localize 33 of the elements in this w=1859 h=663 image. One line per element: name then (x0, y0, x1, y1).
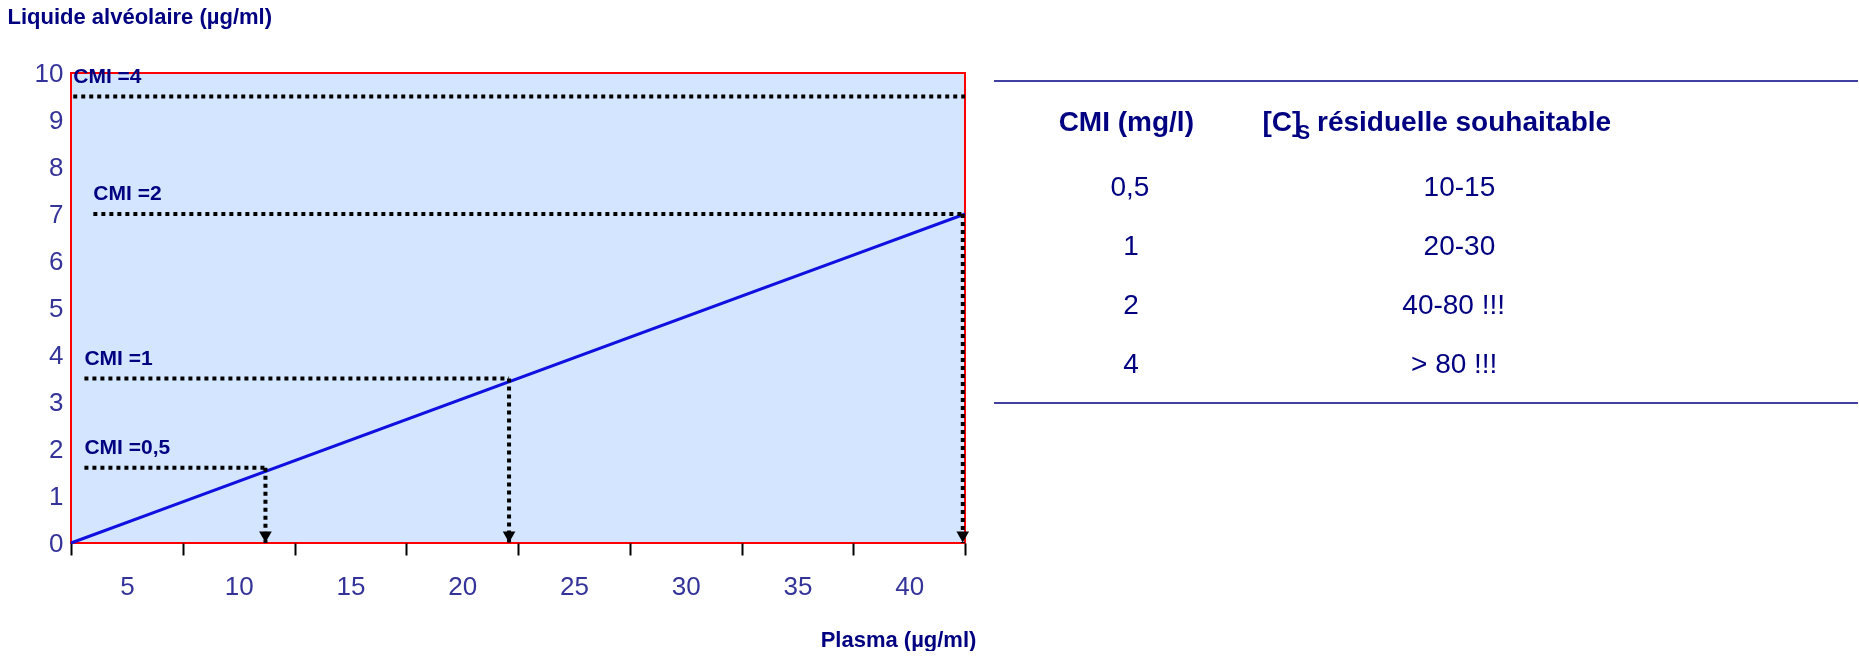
x-tick-label: 40 (895, 570, 925, 601)
x-tick-label: 20 (448, 570, 478, 601)
y-tick-label: 3 (49, 386, 64, 417)
x-tick-label: 25 (559, 570, 589, 601)
text: 0,5 (1110, 171, 1150, 202)
x-tick-label: 10 (224, 570, 254, 601)
text: 1 (1123, 230, 1139, 261)
x-tick-label: 15 (336, 570, 366, 601)
y-tick-label: 8 (49, 151, 64, 182)
text: 20-30 (1423, 230, 1496, 261)
y-tick-label: 6 (49, 245, 64, 276)
text: 4 (1123, 348, 1139, 379)
y-tick-label: 9 (49, 104, 64, 135)
series-label: CMI =0,5 (84, 434, 171, 458)
y-tick-label: 1 (49, 480, 64, 511)
text: 40-80 !!! (1402, 289, 1506, 320)
text: > 80 !!! (1411, 348, 1498, 379)
x-tick-label: 30 (671, 570, 701, 601)
y-tick-label: 5 (49, 292, 64, 323)
y-tick-label: 0 (49, 527, 64, 558)
series-label: CMI =1 (84, 345, 153, 369)
text: CMI (mg/l) (1058, 106, 1194, 137)
text: 10-15 (1423, 171, 1496, 202)
y-tick-label: 2 (49, 433, 64, 464)
y-axis-title: Liquide alvéolaire (µg/ml) (7, 3, 273, 29)
y-tick-label: 4 (49, 339, 64, 370)
text: 2 (1123, 289, 1139, 320)
x-tick-label: 5 (120, 570, 135, 601)
series-label: CMI =2 (93, 181, 162, 204)
x-axis-title: Plasma (µg/ml) (820, 626, 977, 652)
x-tick-label: 35 (783, 570, 813, 601)
y-tick-label: 7 (49, 198, 64, 229)
y-tick-label: 10 (34, 57, 64, 88)
